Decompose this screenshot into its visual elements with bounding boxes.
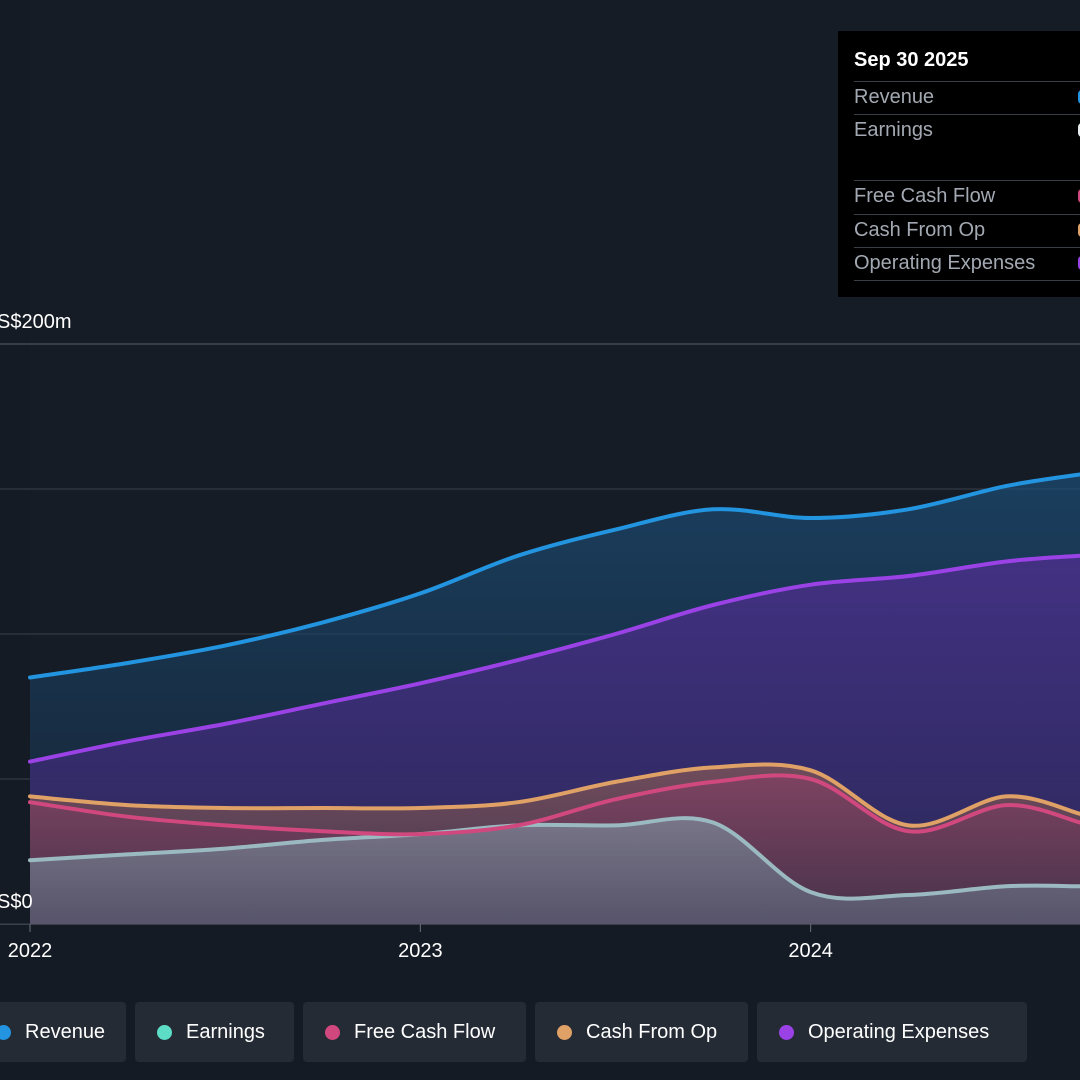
x-tick-label: 2024 <box>788 940 833 962</box>
tooltip-opex-swatch <box>1078 256 1080 270</box>
legend-label: Cash From Op <box>586 1020 718 1043</box>
y-tick-label: S$0 <box>0 891 33 913</box>
y-tick-label: S$200m <box>0 311 72 333</box>
tooltip-row-cash-from-op: Cash From Op <box>854 214 1080 247</box>
x-tick-label: 2022 <box>8 940 53 962</box>
legend-label: Operating Expenses <box>808 1020 990 1043</box>
tooltip-revenue-swatch <box>1078 90 1080 104</box>
line-cash-from-op <box>28 762 1080 828</box>
legend-dot-icon <box>325 1024 340 1040</box>
tooltip-date: Sep 30 2025 <box>854 49 969 71</box>
tooltip: Sep 30 2025 Revenue Earnings Free Cash F… <box>838 31 1080 297</box>
legend-dot-icon <box>557 1024 572 1040</box>
legend-label: Earnings <box>186 1020 265 1043</box>
x-tick-label: 2023 <box>398 940 443 962</box>
legend-label: Revenue <box>25 1020 106 1043</box>
line-free-cash-flow <box>28 773 1080 837</box>
tooltip-row-revenue: Revenue <box>854 81 1080 114</box>
legend-item-free-cash-flow[interactable]: Free Cash Flow <box>303 1002 526 1062</box>
axes: 2022 2023 2024 S$200m S$0 <box>0 311 1080 962</box>
legend-item-cash-from-op[interactable]: Cash From Op <box>535 1002 748 1062</box>
area-earnings <box>30 818 1080 924</box>
tooltip-row-earnings: Earnings <box>854 114 1080 180</box>
tooltip-row-free-cash-flow: Free Cash Flow <box>854 180 1080 214</box>
tooltip-label: Operating Expenses <box>854 252 1036 274</box>
tooltip-label: Earnings <box>854 119 933 141</box>
series-areas <box>30 474 1080 924</box>
tooltip-row-operating-expenses: Operating Expenses <box>854 247 1080 281</box>
legend-dot-icon <box>0 1024 11 1040</box>
tooltip-label: Free Cash Flow <box>854 185 996 207</box>
left-margin <box>0 0 30 924</box>
tooltip-fcf-swatch <box>1078 189 1080 203</box>
legend-item-earnings[interactable]: Earnings <box>135 1002 294 1062</box>
legend: Revenue Earnings Free Cash Flow Cash Fro… <box>0 1002 1080 1062</box>
tooltip-label: Cash From Op <box>854 219 986 241</box>
legend-dot-icon <box>779 1024 794 1040</box>
line-revenue <box>28 472 1080 680</box>
line-operating-expenses <box>28 553 1080 764</box>
series-lines <box>28 472 1080 901</box>
tooltip-label: Revenue <box>854 86 935 108</box>
legend-item-revenue[interactable]: Revenue <box>0 1002 126 1062</box>
legend-label: Free Cash Flow <box>354 1020 496 1043</box>
line-earnings <box>28 816 1080 901</box>
tooltip-cfo-swatch <box>1078 223 1080 237</box>
legend-dot-icon <box>157 1024 172 1040</box>
legend-item-operating-expenses[interactable]: Operating Expenses <box>757 1002 1027 1062</box>
tooltip-earnings-swatch <box>1078 123 1080 137</box>
